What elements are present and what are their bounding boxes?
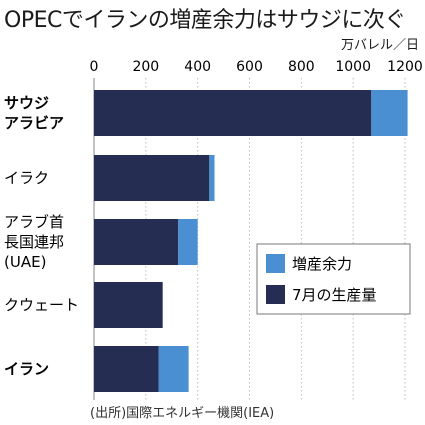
category-label-4: イラン <box>4 360 49 378</box>
legend-swatch-1 <box>266 285 285 304</box>
bar-production-0 <box>94 90 372 136</box>
bar-capacity-1 <box>209 155 215 201</box>
x-tick-label-0: 0 <box>90 59 99 75</box>
legend-label-0: 増産余力 <box>292 255 352 273</box>
bar-capacity-4 <box>158 346 189 392</box>
category-label-2: アラブ首長国連邦(UAE) <box>4 213 64 271</box>
chart-title: OPECでイランの増産余力はサウジに次ぐ <box>4 8 406 33</box>
x-tick-label-1000: 1000 <box>335 59 371 75</box>
bar-capacity-2 <box>178 219 198 265</box>
x-tick-label-400: 400 <box>184 59 211 75</box>
category-label-0: サウジアラビア <box>4 94 64 132</box>
category-label-1: イラク <box>4 169 49 187</box>
x-tick-label-600: 600 <box>236 59 263 75</box>
bar-production-4 <box>94 346 159 392</box>
source-note: (出所)国際エネルギー機関(IEA) <box>90 406 275 421</box>
bar-production-1 <box>94 155 210 201</box>
x-tick-label-1200: 1200 <box>387 59 423 75</box>
unit-label: 万バレル／日 <box>340 38 419 53</box>
category-label-3: クウェート <box>4 296 79 314</box>
x-tick-label-200: 200 <box>132 59 159 75</box>
legend-swatch-0 <box>266 254 285 273</box>
legend-label-1: 7月の生産量 <box>292 286 377 304</box>
x-tick-label-800: 800 <box>288 59 315 75</box>
bar-production-3 <box>94 282 163 328</box>
bar-production-2 <box>94 219 179 265</box>
bar-capacity-0 <box>371 90 408 136</box>
